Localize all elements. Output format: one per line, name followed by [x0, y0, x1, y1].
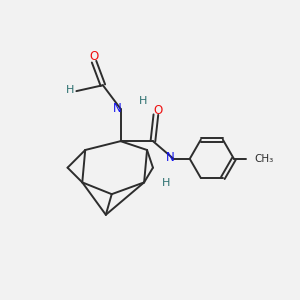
- Text: H: H: [66, 85, 75, 94]
- Text: H: H: [139, 96, 147, 106]
- Text: H: H: [162, 178, 170, 188]
- Text: N: N: [112, 102, 122, 115]
- Text: O: O: [89, 50, 99, 63]
- Text: CH₃: CH₃: [254, 154, 274, 164]
- Text: N: N: [166, 151, 175, 164]
- Text: O: O: [154, 104, 163, 117]
